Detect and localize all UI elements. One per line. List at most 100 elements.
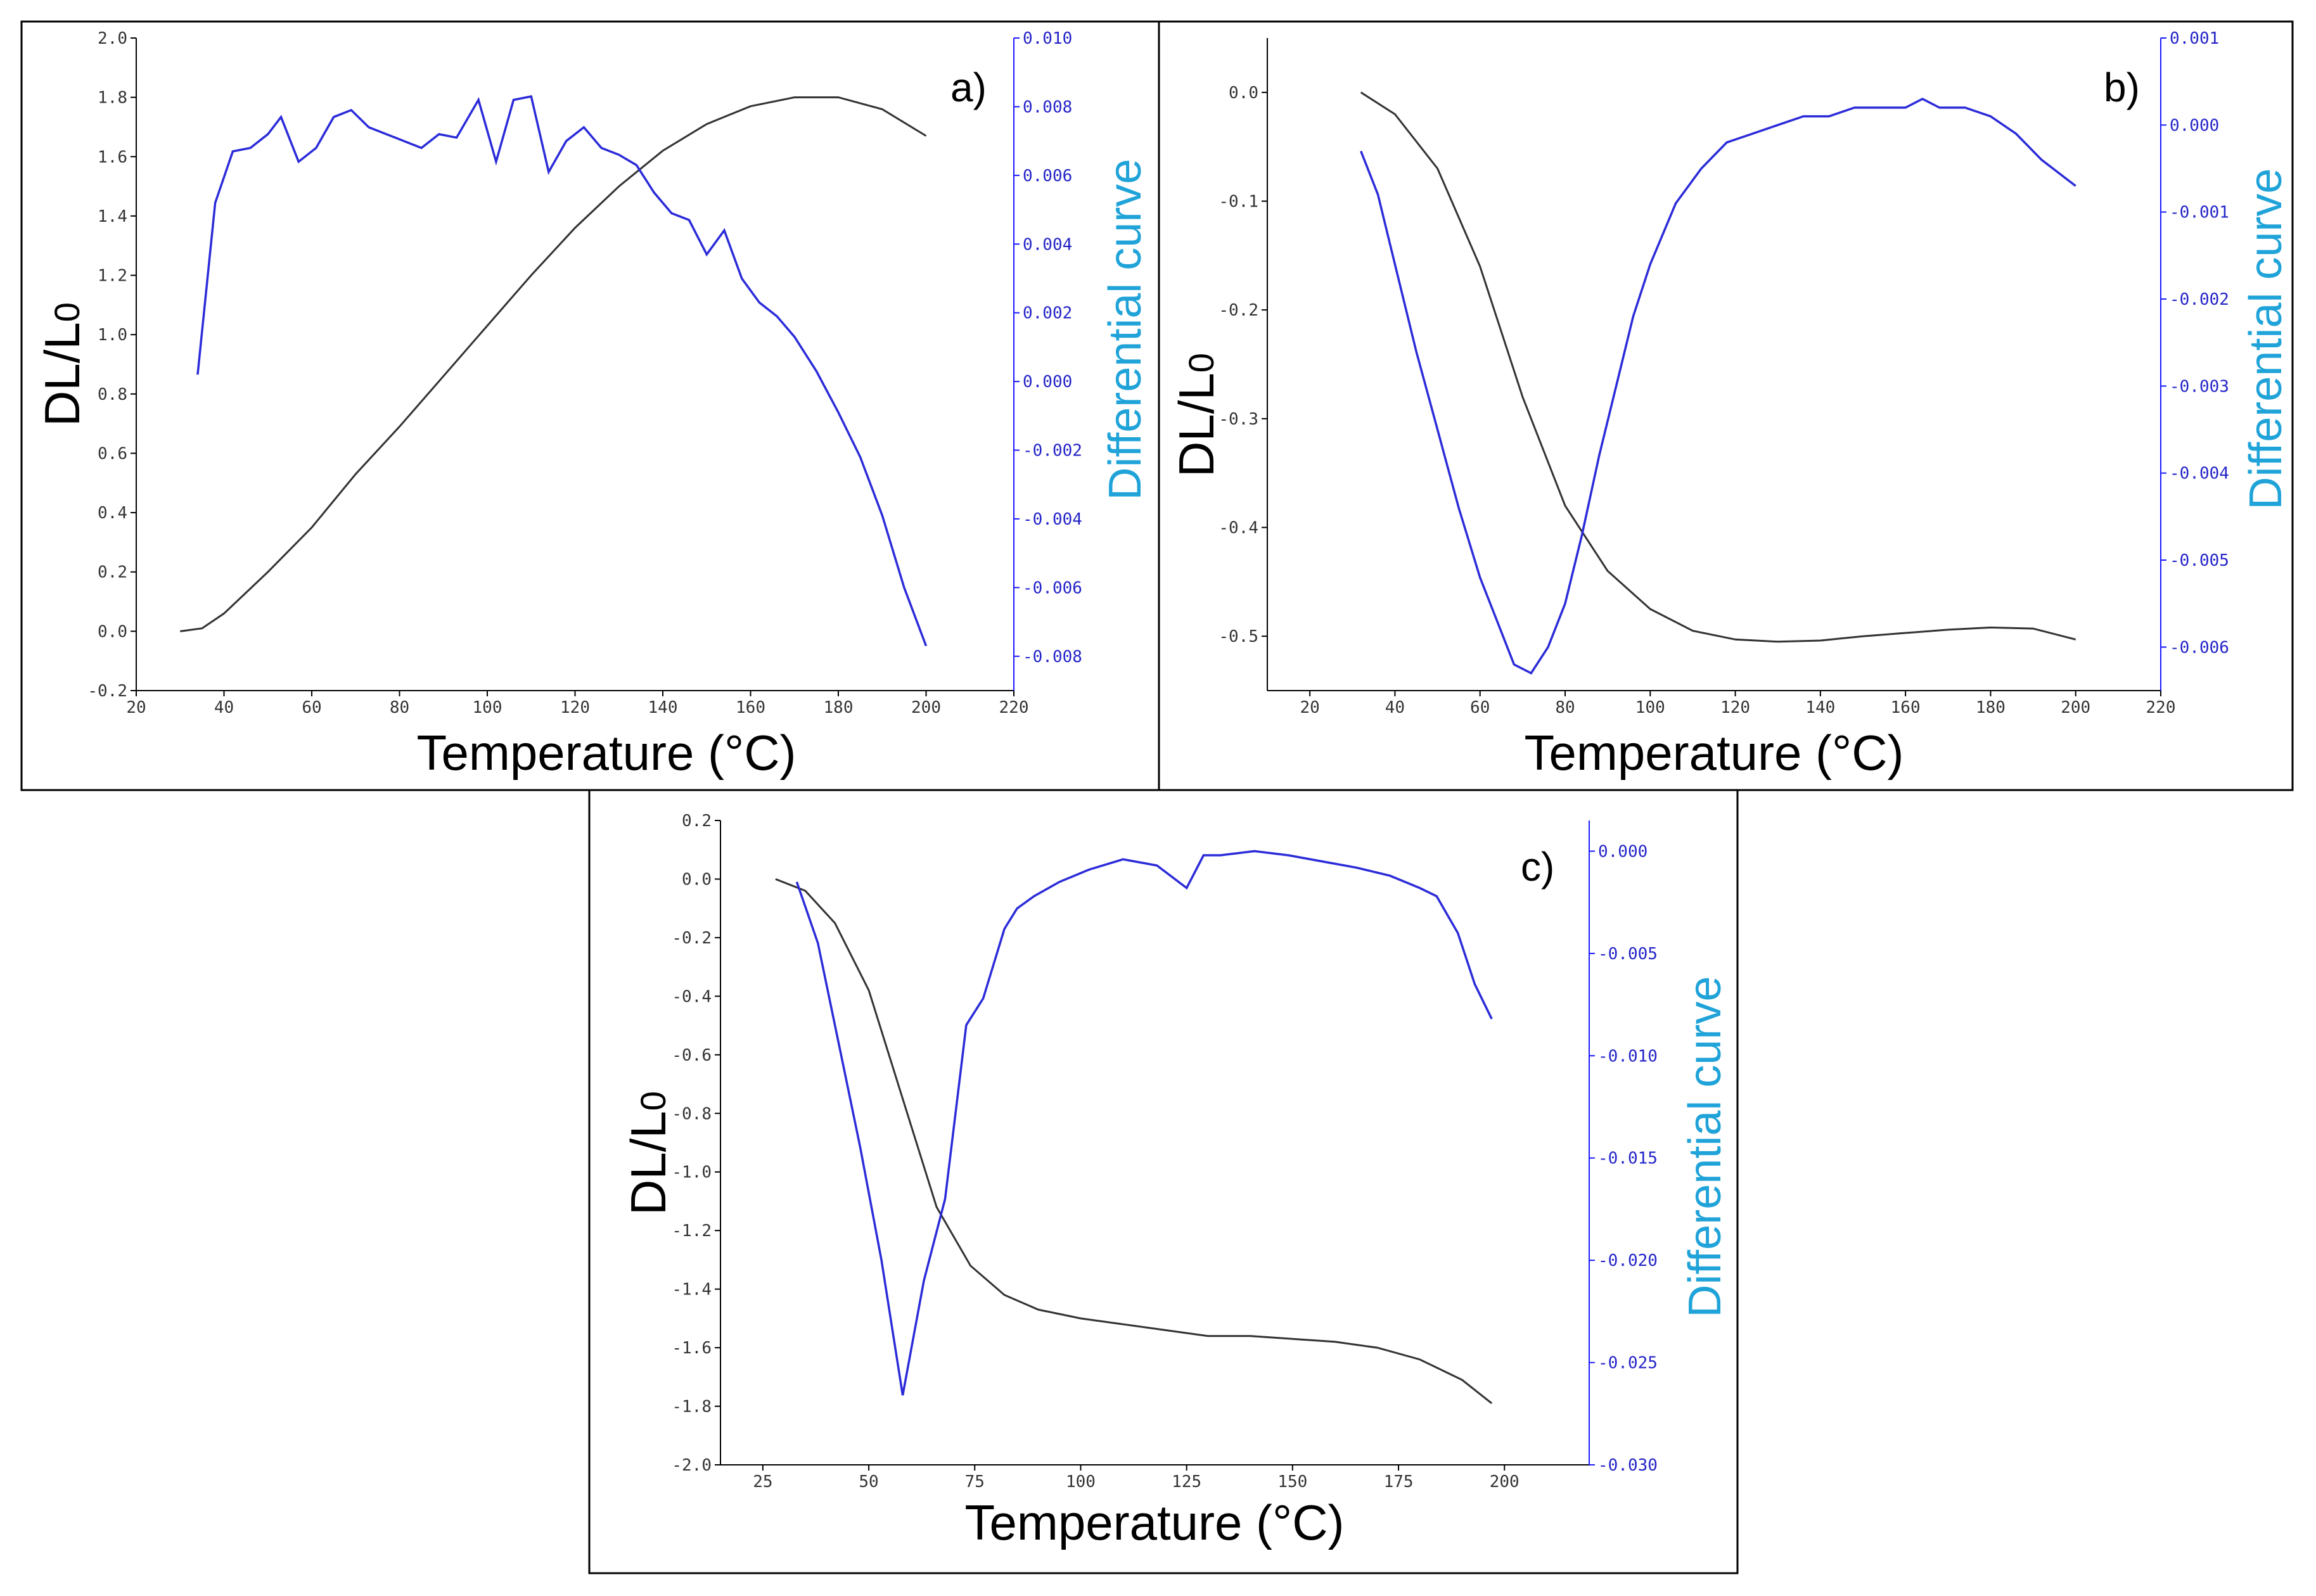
panel-a-y-axis-label: DL/L0 (34, 302, 90, 426)
panel-c-x-axis-label: Temperature (°C) (964, 1495, 1344, 1550)
panel-c-y2-tick-label: -0.020 (1598, 1251, 1658, 1270)
panel-b-x-axis-label: Temperature (°C) (1524, 725, 1903, 781)
panel-c-y2-axis-label: Differential curve (1680, 976, 1731, 1318)
panel-c-y2-tick-label: -0.025 (1598, 1354, 1658, 1373)
panel-c-differential-curve-line (795, 850, 1493, 1396)
panel-b-x-tick-label: 160 (1891, 698, 1921, 717)
panel-b-y-tick-label: -0.2 (1219, 301, 1258, 320)
panel-a-y-tick-label: 1.6 (98, 148, 127, 167)
panel-c-x-tick-label: 100 (1066, 1472, 1096, 1491)
panel-b-x-tick-label: 60 (1470, 698, 1490, 717)
panel-b-y-tick-label: -0.3 (1219, 410, 1258, 429)
panel-c-y-tick-label: -0.8 (672, 1104, 712, 1123)
panel-c: 25 50 75 100 125 150 175 200 -2.0 -1.8 -1.6 -1.4 -1.… (620, 812, 1731, 1550)
panel-c-y-tick-label: -0.4 (672, 987, 712, 1006)
panel-b-y-tick-label: -0.1 (1219, 193, 1258, 212)
panel-c-x-tick-label: 150 (1277, 1472, 1307, 1491)
panel-b-y2-tick-label: 0.001 (2170, 29, 2219, 48)
panel-a-y-tick-label: -0.2 (87, 682, 127, 701)
panel-a-y-tick-label: 0.0 (98, 622, 127, 641)
panel-b-y-axis-label: DL/L0 (1168, 353, 1224, 477)
panel-b-x-tick-label: 120 (1720, 698, 1750, 717)
panel-a-y-tick-label: 0.8 (98, 385, 127, 404)
panel-c-y2-tick-label: -0.005 (1598, 945, 1658, 964)
panel-c-y-tick-label: -1.2 (672, 1222, 712, 1241)
panel-a-x-tick-label: 200 (911, 698, 941, 717)
panel-c-x-tick-label: 125 (1172, 1472, 1201, 1491)
panel-a-x-axis-label: Temperature (°C) (416, 725, 796, 781)
panel-b-y2-tick-label: 0.000 (2170, 116, 2219, 135)
panel-a-y2-tick-label: -0.006 (1023, 578, 1082, 597)
panel-a-y-axis-label-subscript: 0 (47, 302, 87, 322)
panel-b-y-tick-label: 0.0 (1229, 84, 1258, 103)
panel-a-x-tick-label: 120 (560, 698, 590, 717)
panel-a-x-tick-label: 180 (824, 698, 854, 717)
panel-c-y-axis-label: DL/L0 (620, 1091, 676, 1215)
panel-a-y2-tick-label: 0.004 (1023, 235, 1072, 254)
panel-b-y2-tick-label: -0.005 (2170, 551, 2229, 570)
panel-b-label: b) (2104, 65, 2140, 110)
panel-c-x-tick-label: 50 (859, 1472, 878, 1491)
panel-a-y2-tick-label: 0.002 (1023, 304, 1072, 323)
panel-c-x-tick-label: 175 (1384, 1472, 1414, 1491)
panel-b: 20 40 60 80 100 120 140 160 180 200 220 -0.5 -0.4 -0.… (1168, 29, 2291, 781)
panel-b-y2-tick-label: -0.001 (2170, 203, 2229, 222)
panel-a-x-tick-label: 20 (126, 698, 146, 717)
panel-b-y2-axis-label: Differential curve (2241, 169, 2291, 510)
panel-a-y-tick-label: 1.4 (98, 207, 127, 226)
panel-c-y-tick-label: -0.6 (672, 1046, 712, 1065)
panel-a-y-tick-label: 1.0 (98, 326, 127, 345)
panel-b-x-tick-label: 140 (1805, 698, 1835, 717)
panel-b-y2-tick-label: -0.006 (2170, 638, 2229, 657)
panel-c-dl-l0-line (775, 878, 1493, 1405)
panel-b-y2-tick-label: -0.003 (2170, 377, 2229, 396)
panel-c-y-tick-label: 0.2 (682, 812, 712, 831)
panel-a-y-tick-label: 2.0 (98, 29, 127, 48)
panel-b-x-tick-label: 180 (1976, 698, 2006, 717)
panel-b-x-tick-label: 220 (2146, 698, 2176, 717)
panel-a-x-tick-label: 100 (473, 698, 502, 717)
panel-b-x-tick-label: 40 (1385, 698, 1405, 717)
panel-a-y2-tick-label: -0.008 (1023, 648, 1082, 667)
panel-a-label: a) (950, 65, 987, 110)
panel-a-x-tick-label: 220 (999, 698, 1029, 717)
panel-c-y-tick-label: -1.4 (672, 1280, 712, 1299)
panel-a-y2-tick-label: -0.002 (1023, 442, 1082, 461)
panel-c-y2-tick-label: -0.015 (1598, 1149, 1658, 1168)
panel-a-y-tick-label: 0.4 (98, 504, 127, 523)
panel-c-y2-tick-label: 0.000 (1598, 842, 1647, 861)
panel-c-y2-tick-label: -0.030 (1598, 1456, 1658, 1475)
panel-c-y-axis-label-subscript: 0 (633, 1091, 673, 1111)
panel-c-y-tick-label: -1.8 (672, 1398, 712, 1417)
panel-a-x-tick-label: 40 (214, 698, 234, 717)
panel-c-x-tick-label: 75 (965, 1472, 985, 1491)
panel-a-x-tick-label: 60 (302, 698, 321, 717)
panel-a-y2-axis-label: Differential curve (1100, 159, 1151, 501)
panel-a-y2-tick-label: 0.000 (1023, 373, 1072, 392)
panel-a-y2-tick-label: -0.004 (1023, 510, 1082, 529)
panel-b-x-tick-label: 100 (1635, 698, 1665, 717)
panel-a-x-tick-label: 80 (390, 698, 409, 717)
panel-b-x-tick-label: 80 (1555, 698, 1575, 717)
panel-c-y-tick-label: -2.0 (672, 1456, 712, 1475)
panel-a-y2-tick-label: 0.008 (1023, 98, 1072, 117)
panel-b-x-tick-label: 200 (2061, 698, 2090, 717)
panel-b-y-tick-label: -0.4 (1219, 519, 1258, 538)
panel-b-y2-tick-label: -0.004 (2170, 464, 2229, 483)
panel-c-y-tick-label: 0.0 (682, 870, 712, 889)
panel-b-y2-tick-label: -0.002 (2170, 290, 2229, 309)
panel-a-y2-tick-label: 0.006 (1023, 167, 1072, 186)
panel-c-x-tick-label: 25 (753, 1472, 772, 1491)
panel-b-differential-curve-line (1360, 98, 2076, 675)
panel-b-x-tick-label: 20 (1300, 698, 1319, 717)
panel-a-y-tick-label: 0.2 (98, 563, 127, 582)
panel-c-label: c) (1521, 844, 1554, 890)
panel-c-frame (588, 789, 1739, 1574)
panel-c-x-tick-label: 200 (1490, 1472, 1519, 1491)
panel-a-y-tick-label: 1.8 (98, 89, 127, 108)
panel-b-y-tick-label: -0.5 (1219, 627, 1258, 646)
panel-a: 20 40 60 80 100 120 140 160 180 200 220 -0.2 0.0 0.2 0… (34, 29, 1151, 781)
panel-c-y-tick-label: -1.0 (672, 1163, 712, 1182)
panel-a-x-tick-label: 160 (736, 698, 765, 717)
